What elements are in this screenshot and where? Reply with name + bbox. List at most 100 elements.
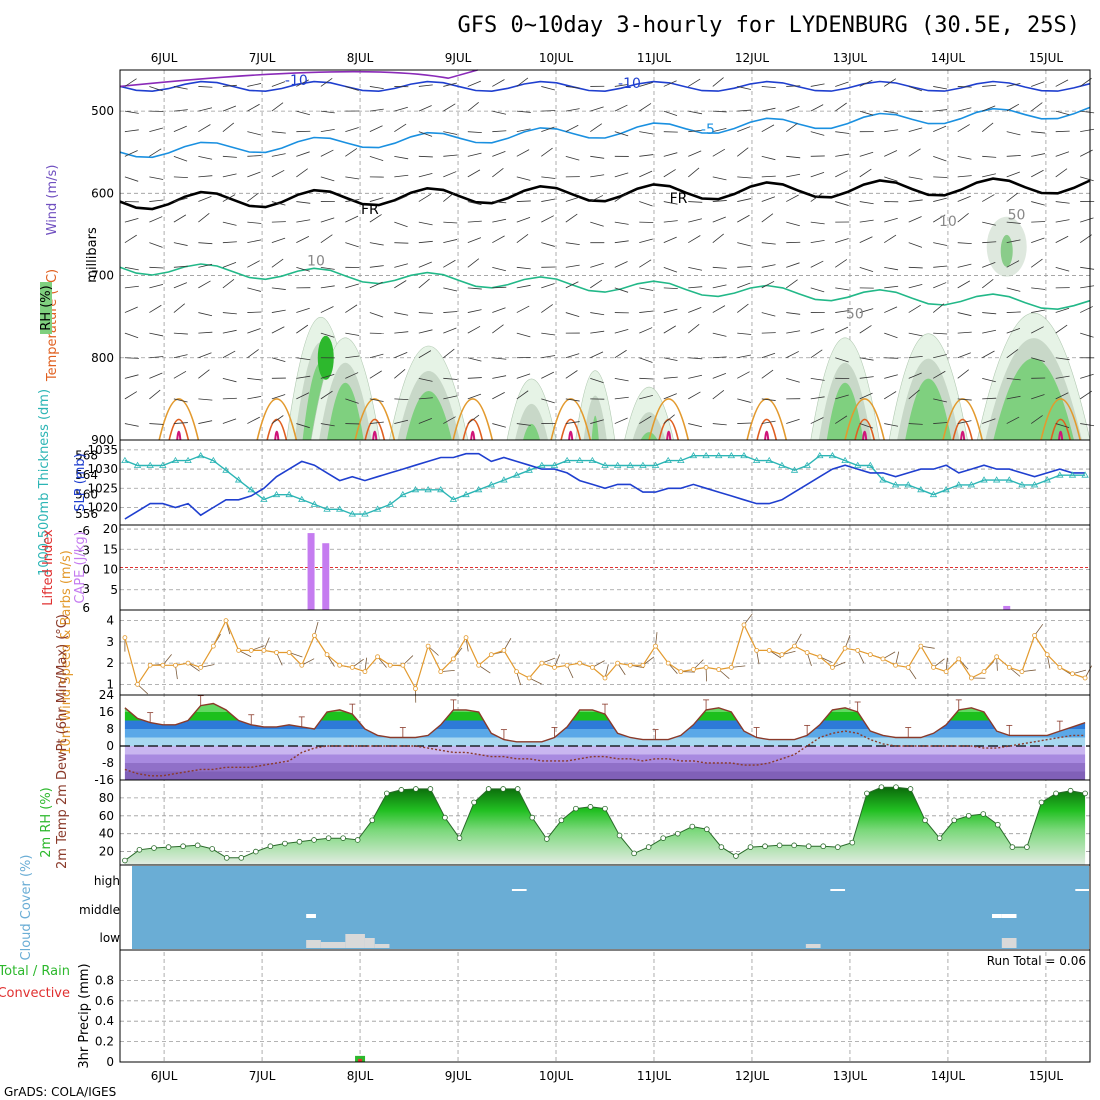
wind-barb (467, 377, 482, 379)
wind-barb (369, 125, 383, 133)
rh-point (529, 814, 536, 821)
wind-barb (369, 214, 382, 223)
wind-barb (418, 84, 433, 87)
wind-barb (810, 328, 825, 334)
wind-speed-point (830, 664, 835, 670)
wind-barb (198, 331, 213, 334)
contour-label: FR (670, 191, 688, 207)
isotherm-hot (960, 430, 966, 441)
wind-barb (222, 312, 237, 315)
wind-barb (296, 324, 309, 334)
wind-barb (590, 221, 604, 227)
wind-barb (786, 377, 800, 383)
wind-barb (565, 196, 580, 202)
wind-barb (663, 266, 678, 273)
wind-speed-point (248, 647, 254, 653)
wind-barb (884, 266, 899, 271)
wind-barb (810, 349, 823, 359)
wind-barb (247, 131, 262, 136)
wind-barb (688, 167, 700, 178)
wind-barb (835, 287, 850, 291)
rh-point (223, 855, 230, 861)
wind-barb (271, 221, 286, 223)
thickness-point (462, 490, 470, 498)
wind-barb (957, 331, 972, 334)
wind-barb (418, 377, 433, 382)
wind-barb (124, 391, 138, 400)
wind-barb (957, 86, 972, 88)
wind-speed-point (931, 664, 936, 670)
wind-barb (418, 329, 433, 334)
thickness-point (474, 486, 483, 493)
wind-barb (737, 109, 752, 112)
wind-barb (149, 332, 164, 337)
wind-barb (859, 392, 873, 400)
wind-barb (467, 220, 482, 223)
temp-band (124, 712, 1086, 721)
wind-barb (565, 353, 580, 359)
thickness-point (1030, 481, 1039, 488)
rh-point (616, 832, 623, 839)
wind-barb (467, 325, 481, 334)
wind-barb (492, 79, 505, 87)
rh-point (995, 821, 1001, 828)
wind-barb (1031, 357, 1045, 362)
wind-barb (173, 86, 188, 90)
thickness-point (752, 456, 761, 463)
run-total: Run Total = 0.06 (987, 954, 1086, 968)
wind-barb (565, 124, 579, 133)
rh-point (194, 842, 201, 849)
wind-barb (982, 377, 996, 383)
thickness-point (929, 490, 938, 498)
wind-barb (418, 193, 431, 202)
wind-barb (737, 371, 750, 379)
cape-bar (322, 543, 330, 610)
wind-barb (810, 172, 825, 178)
rh-point (1082, 790, 1088, 797)
wind-barb (296, 392, 310, 400)
wind-barb (884, 357, 899, 359)
wind-barb (810, 193, 823, 202)
thickness-point (639, 461, 647, 468)
rh-point (820, 843, 827, 850)
wind-barb (933, 265, 948, 268)
wind-barb (320, 306, 334, 313)
rh-point (253, 848, 259, 855)
wind-barb (369, 421, 384, 424)
wind-barb (173, 265, 188, 268)
wind-barb (173, 125, 187, 133)
rh-axis-label: 2m RH (%) (39, 787, 54, 858)
thickness-point (310, 500, 319, 507)
precip-tick-label: 0.4 (95, 1014, 114, 1028)
wind-barb (1031, 131, 1046, 134)
wind-barb (394, 263, 408, 268)
wind-speed-point (488, 652, 494, 658)
rh-point (602, 805, 608, 812)
temp-band (120, 695, 1090, 704)
rh-point (544, 836, 550, 842)
isotherm-hot (764, 430, 770, 441)
wind-barb (271, 102, 284, 112)
top-date-label: 8JUL (347, 51, 374, 65)
wind-barb (859, 376, 874, 379)
thickness-point (765, 456, 773, 463)
rh-point (383, 790, 390, 797)
isotherm-5 (119, 263, 1091, 311)
wind-barb (173, 332, 188, 335)
wind-speed-point (349, 664, 355, 670)
pressure-tick-label: 800 (91, 351, 114, 365)
wind-barb (369, 312, 384, 318)
rh-point (413, 786, 419, 792)
wind-barb (320, 149, 334, 157)
wind-speed-point (552, 664, 557, 670)
cloud-high-gap (830, 889, 846, 891)
wind-barb (418, 221, 433, 226)
wind-barb (492, 150, 506, 157)
thickness-tick-label: 568 (75, 449, 98, 463)
thickness-point (727, 451, 736, 459)
wind-barb (590, 279, 603, 289)
wind-barb (443, 311, 458, 313)
wind-barb (688, 306, 702, 313)
bottom-date-labels: 6JUL 7JUL 8JUL 9JUL 10JUL 11JUL 12JUL 13JUL 14JU… (151, 1069, 1064, 1083)
wind-barb (492, 130, 507, 133)
